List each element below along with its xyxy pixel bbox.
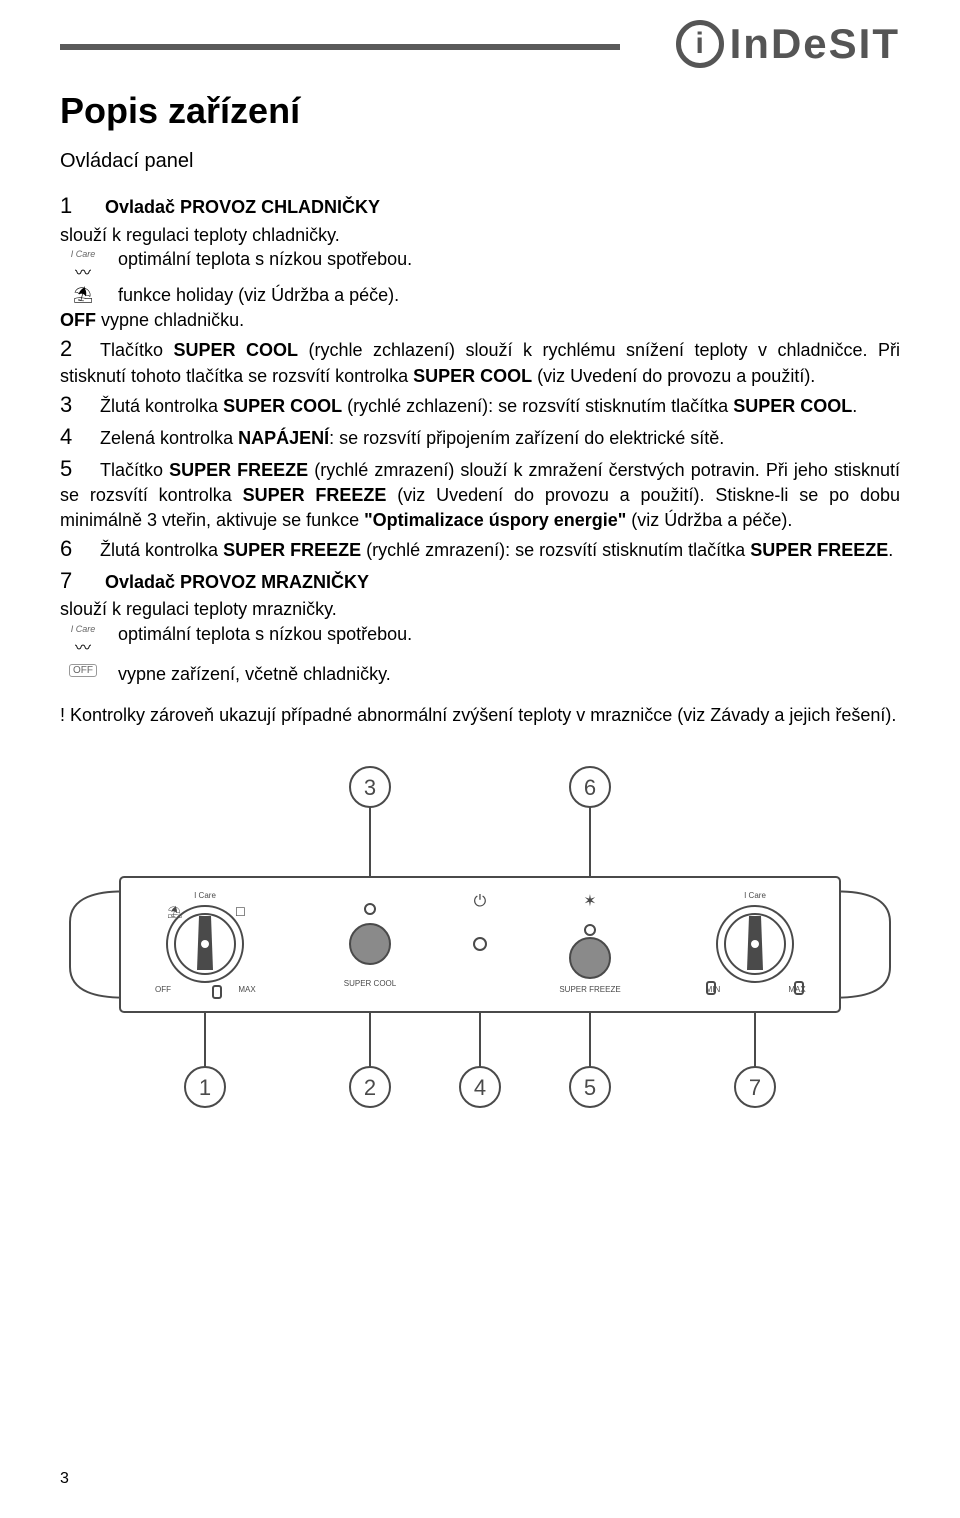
item-label: Ovladač PROVOZ MRAZNIČKY [105,572,369,592]
svg-text:✶: ✶ [583,893,596,910]
svg-text:SUPER FREEZE: SUPER FREEZE [559,985,620,994]
svg-text:MAX: MAX [238,985,256,994]
svg-text:SUPER COOL: SUPER COOL [344,979,397,988]
svg-text:3: 3 [364,775,376,800]
warning-note: ! Kontrolky zároveň ukazují případné abn… [60,703,900,727]
brand-logo: i InDeSIT [676,20,900,68]
icon-text: funkce holiday (viz Údržba a péče). [118,285,399,306]
item-7-sub: slouží k regulaci teploty mrazničky. [60,597,900,621]
icon-text: vypne zařízení, včetně chladničky. [118,664,391,685]
item-1-icon1: I Care 〰 optimální teplota s nízkou spot… [60,249,900,283]
item-1-icon2: ⛱ funkce holiday (viz Údržba a péče). [60,285,900,306]
item-num: 7 [60,566,78,596]
svg-text:6: 6 [584,775,596,800]
item-label: Ovladač PROVOZ CHLADNIČKY [105,197,380,217]
item-num: 2 [60,334,78,364]
brand-text: InDeSIT [730,20,900,68]
header-rule [60,44,620,50]
svg-text:☐: ☐ [235,905,246,919]
svg-text:4: 4 [474,1075,486,1100]
holiday-icon: ⛱ [60,285,106,305]
off-icon: OFF [60,664,106,677]
item-3: 3Žlutá kontrolka SUPER COOL (rychlé zchl… [60,390,900,420]
item-2: 2Tlačítko SUPER COOL (rychle zchlazení) … [60,334,900,388]
icare-icon: I Care 〰 [60,249,106,283]
svg-text:2: 2 [364,1075,376,1100]
page-subtitle: Ovládací panel [60,150,900,173]
page-title: Popis zařízení [60,90,900,132]
diagram-svg: 3 6 I Care OFF MAX ⛱ ☐ [60,757,900,1117]
icon-text: optimální teplota s nízkou spotřebou. [118,249,412,270]
icare-icon: I Care 〰 [60,624,106,658]
item-num: 1 [60,191,78,221]
item-num: 4 [60,422,78,452]
item-1: 1 Ovladač PROVOZ CHLADNIČKY [60,191,900,221]
control-panel-diagram: 3 6 I Care OFF MAX ⛱ ☐ [60,757,900,1117]
item-num: 6 [60,534,78,564]
svg-text:⏻: ⏻ [474,893,487,910]
svg-text:⛱: ⛱ [167,905,182,919]
page-content: Popis zařízení Ovládací panel 1 Ovladač … [60,90,900,1117]
item-6: 6Žlutá kontrolka SUPER FREEZE (rychlé zm… [60,534,900,564]
svg-text:7: 7 [749,1075,761,1100]
svg-text:1: 1 [199,1075,211,1100]
item-4: 4Zelená kontrolka NAPÁJENÍ: se rozsvítí … [60,422,900,452]
item-5: 5Tlačítko SUPER FREEZE (rychlé zmrazení)… [60,454,900,532]
item-1-off: OFF vypne chladničku. [60,308,900,332]
item-1-sub: slouží k regulaci teploty chladničky. [60,223,900,247]
item-num: 3 [60,390,78,420]
item-7: 7 Ovladač PROVOZ MRAZNIČKY [60,566,900,596]
svg-text:I Care: I Care [744,891,766,900]
item-7-icon2: OFF vypne zařízení, včetně chladničky. [60,664,900,685]
svg-text:OFF: OFF [155,985,171,994]
item-7-icon1: I Care 〰 optimální teplota s nízkou spot… [60,624,900,658]
svg-text:I Care: I Care [194,891,216,900]
icon-text: optimální teplota s nízkou spotřebou. [118,624,412,645]
svg-text:5: 5 [584,1075,596,1100]
brand-icon: i [676,20,724,68]
item-num: 5 [60,454,78,484]
page-number: 3 [60,1470,69,1488]
